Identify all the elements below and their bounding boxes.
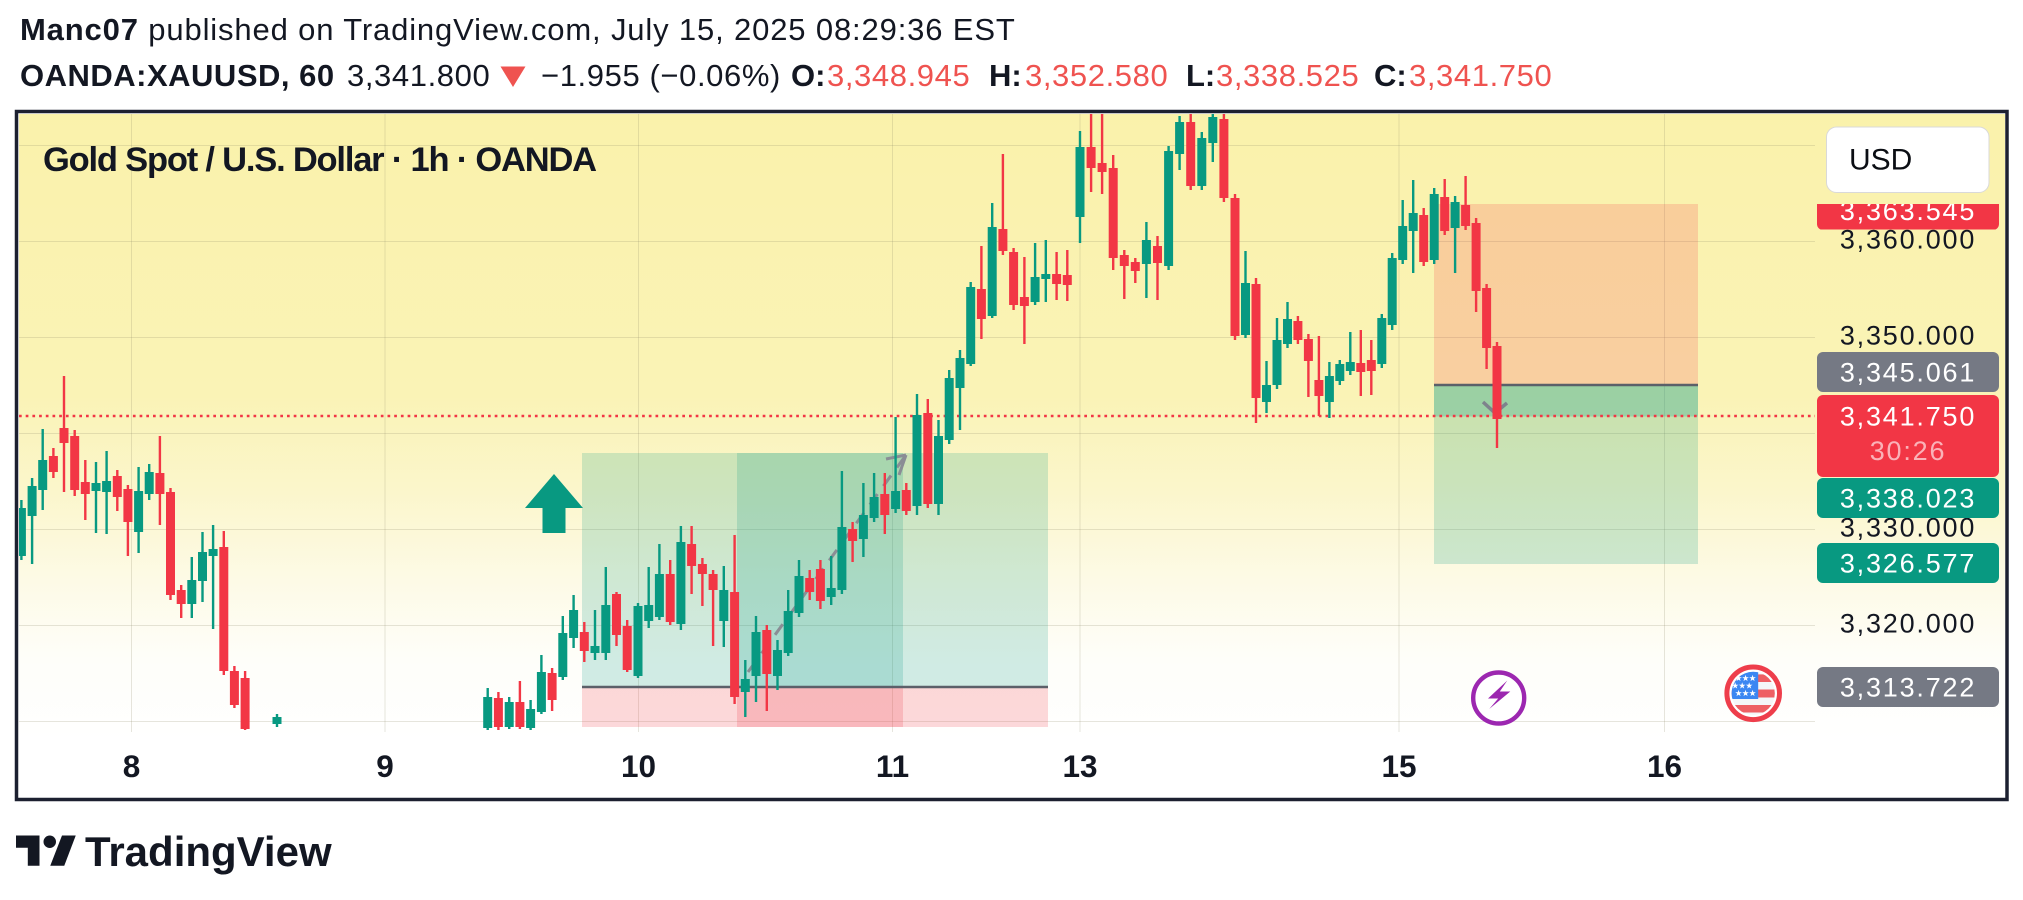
- svg-text:OANDA:XAUUSD, 603,341.800−1.95: OANDA:XAUUSD, 60 3,341.800 −1.955 (−0.06%)…: [20, 58, 1552, 93]
- svg-text:13: 13: [1062, 748, 1097, 784]
- svg-text:11: 11: [876, 748, 909, 784]
- svg-text:15: 15: [1381, 748, 1416, 784]
- svg-text:★: ★: [1749, 688, 1757, 698]
- svg-text:30:26: 30:26: [1870, 436, 1947, 466]
- svg-text:USD: USD: [1849, 144, 1912, 177]
- svg-text:8: 8: [123, 748, 141, 784]
- svg-text:★: ★: [1738, 681, 1746, 691]
- svg-text:3,338.023: 3,338.023: [1840, 484, 1976, 514]
- svg-text:★: ★: [1742, 673, 1750, 683]
- svg-text:3,345.061: 3,345.061: [1840, 358, 1976, 388]
- svg-text:★: ★: [1749, 673, 1757, 683]
- svg-text:3,313.722: 3,313.722: [1840, 673, 1976, 703]
- svg-text:★: ★: [1742, 688, 1750, 698]
- svg-text:16: 16: [1647, 748, 1682, 784]
- svg-text:3,341.750: 3,341.750: [1840, 402, 1976, 432]
- svg-text:9: 9: [376, 748, 394, 784]
- svg-text:3,320.000: 3,320.000: [1840, 609, 1976, 639]
- svg-text:★: ★: [1735, 673, 1743, 683]
- svg-text:10: 10: [621, 748, 656, 784]
- svg-text:3,326.577: 3,326.577: [1840, 549, 1976, 579]
- svg-text:★: ★: [1745, 681, 1753, 691]
- svg-text:3,363.545: 3,363.545: [1840, 196, 1976, 226]
- svg-text:Manc07 published on TradingVie: Manc07 published on TradingView.com, Jul…: [20, 12, 1016, 47]
- svg-text:★: ★: [1731, 681, 1739, 691]
- svg-text:3,350.000: 3,350.000: [1840, 321, 1976, 351]
- svg-text:TradingView: TradingView: [85, 828, 332, 875]
- svg-text:★: ★: [1735, 688, 1743, 698]
- svg-text:Gold Spot / U.S. Dollar · 1h ·: Gold Spot / U.S. Dollar · 1h · OANDA: [43, 141, 596, 179]
